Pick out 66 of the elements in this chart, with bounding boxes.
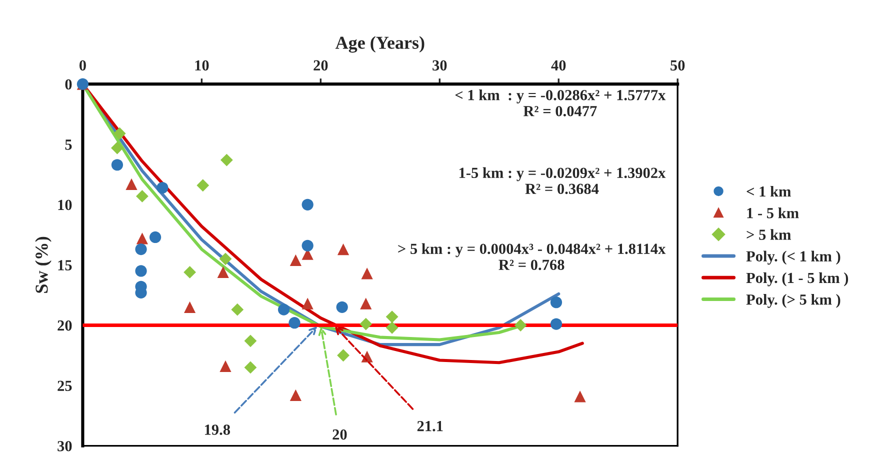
point [217,266,229,278]
point [550,318,562,330]
point [196,179,210,192]
point [219,252,232,266]
point [386,321,398,334]
annotation: > 5 km : y = 0.0004x³ - 0.0484x² + 1.8114x R² = 0.768 [398,243,666,270]
point [135,243,147,256]
point [184,266,196,278]
point [288,317,300,329]
point [302,240,314,252]
x-tick-label: 0 [79,60,86,71]
annotation: 19.8 [205,424,230,435]
y-tick-label: 15 [58,260,72,270]
legend-label: 1 - 5 km [747,208,799,218]
point [386,310,398,324]
y-tick-label: 30 [58,440,72,452]
point [514,319,527,332]
point [290,254,302,266]
point [220,154,233,166]
legend-label: Poly. (< 1 km ) [746,250,840,265]
y-tick-label: 20 [58,320,72,331]
point [278,304,290,316]
legend-label: Poly. (1 - 5 km ) [746,272,848,286]
annotation: < 1 km : y = -0.0286x² + 1.5777x R² = 0.0477 [455,90,666,116]
point [135,265,147,277]
legend-label: Poly. (> 5 km ) [746,294,840,308]
x-axis-title: Age (Years) [335,36,424,53]
point [336,301,348,313]
point [111,159,124,171]
point [337,349,350,362]
legend-label: > 5 km [746,229,791,240]
annotation: 21.1 [417,420,443,432]
point [550,296,562,308]
y-tick-label: 0 [65,79,72,90]
x-tick-label: 10 [195,60,209,71]
point [220,360,232,372]
point [156,182,168,194]
point [136,232,148,244]
x-tick-label: 20 [314,60,328,71]
annotation: 20 [332,429,347,440]
point [360,298,372,310]
x-tick-label: 30 [432,60,447,71]
point [149,231,162,244]
x-tick-label: 50 [670,60,685,71]
point [126,178,138,190]
y-axis-title: Sw (%) [35,236,52,293]
point [184,301,196,313]
legend-label: < 1 km [746,186,791,197]
y-tick-label: 25 [58,380,72,391]
point [361,268,373,280]
point [136,190,148,202]
point [111,142,124,154]
point [574,390,586,402]
y-tick-label: 10 [58,200,72,210]
point [244,361,257,374]
point [244,334,257,348]
point [302,298,314,310]
point [231,303,244,316]
point [290,389,302,401]
point [360,318,372,330]
point [302,198,314,210]
annotation: 1-5 km : y = -0.0209x² + 1.3902x R² = 0.3684 [459,167,666,194]
y-tick-label: 5 [65,140,72,150]
point [113,127,126,140]
x-tick-label: 40 [551,60,566,71]
point [337,243,350,256]
